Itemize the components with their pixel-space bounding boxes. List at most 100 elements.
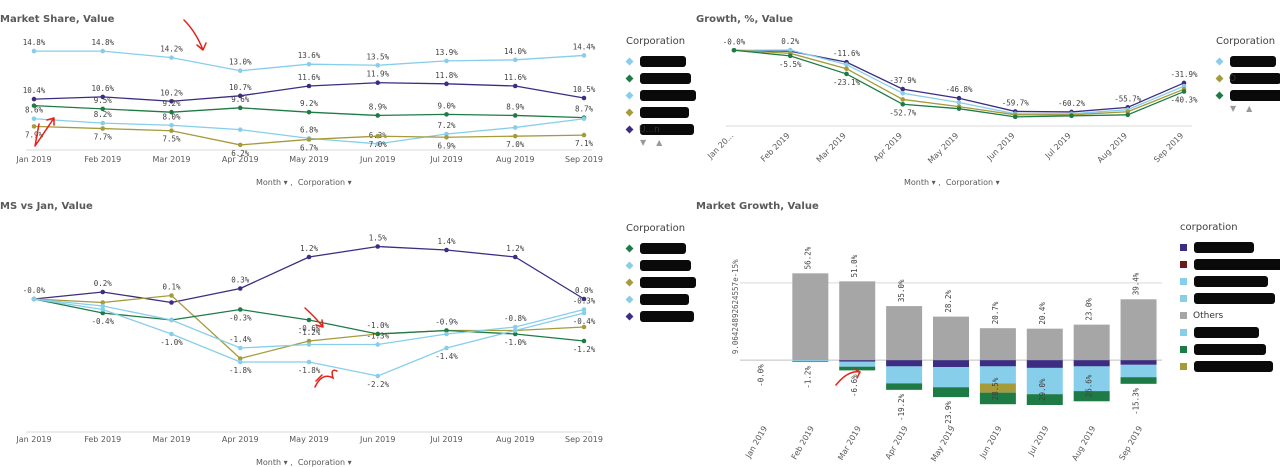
data-point	[169, 300, 174, 305]
data-label: 7.7%	[94, 133, 113, 142]
legend-item[interactable]: O	[1215, 70, 1280, 87]
data-label: 1.4%	[437, 237, 456, 246]
market-growth-chart[interactable]: 9.06424892624557e-15% -0.0% Jan 2019 56.2% -…	[700, 222, 1176, 464]
month-dropdown[interactable]: Month	[256, 458, 282, 467]
legend-title: corporation	[1180, 222, 1238, 233]
chevron-down-icon[interactable]: ▾	[283, 178, 288, 187]
chevron-down-icon[interactable]: ▾	[347, 178, 352, 187]
data-label: 6.8%	[300, 125, 319, 134]
data-label: 11.6%	[298, 73, 321, 82]
data-point	[1181, 80, 1187, 86]
data-point	[375, 80, 381, 86]
data-label-total: -0.0%	[756, 364, 765, 387]
corporation-dropdown[interactable]: Corporation	[945, 178, 994, 187]
legend-item[interactable]	[625, 53, 696, 70]
legend-item[interactable]	[1215, 87, 1280, 104]
ms-vs-jan-controls[interactable]: Month ▾ , Corporation ▾	[256, 458, 352, 467]
legend-title: Corporation	[626, 36, 686, 47]
chevron-down-icon[interactable]: ▾	[995, 178, 1000, 187]
data-point	[100, 289, 106, 295]
data-label: -59.7%	[1002, 98, 1030, 107]
data-point	[237, 286, 243, 291]
x-tick-label: Mar 2019	[153, 155, 191, 164]
legend-item[interactable]	[1180, 239, 1280, 256]
legend-scroll-arrows[interactable]: ▼▲	[640, 138, 673, 147]
data-label-others: 39.4%	[1132, 272, 1141, 295]
data-point	[237, 105, 243, 111]
data-label: 13.0%	[229, 58, 252, 67]
legend-item[interactable]	[625, 291, 696, 308]
growth-controls[interactable]: Month ▾ , Corporation ▾	[904, 178, 1000, 187]
corporation-dropdown[interactable]: Corporation	[297, 458, 346, 467]
chevron-down-icon[interactable]: ▾	[347, 458, 352, 467]
growth-chart[interactable]: Jan 20... Feb 2019 Mar 2019 Apr 2019 May 201…	[700, 30, 1210, 170]
legend-item[interactable]	[625, 70, 696, 87]
x-tick-label: Apr 2019	[222, 435, 259, 444]
legend-item[interactable]	[1180, 256, 1280, 273]
data-point	[375, 113, 381, 118]
data-label: 0.0%	[575, 286, 594, 295]
data-label: 14.8%	[23, 38, 46, 47]
ms-vs-jan-chart[interactable]: Jan 2019 Feb 2019 Mar 2019 Apr 2019 May 2019…	[0, 222, 612, 450]
bar-others	[1026, 328, 1063, 361]
data-label: -0.4%	[91, 317, 114, 326]
legend-item[interactable]	[1180, 324, 1280, 341]
data-point	[581, 307, 587, 312]
data-label: 11.6%	[504, 73, 527, 82]
data-point	[306, 342, 312, 347]
data-label: 14.8%	[91, 38, 114, 47]
redaction-scribble	[1194, 242, 1254, 253]
bar-segment	[979, 360, 1016, 367]
legend-market-share[interactable]: Corporation U...n ▼▲	[625, 36, 696, 147]
redaction-scribble	[1194, 293, 1275, 304]
data-point	[375, 141, 381, 147]
legend-item[interactable]: U...n	[625, 121, 696, 138]
market-share-chart[interactable]: Jan 2019 Feb 2019 Mar 2019 Apr 2019 May 2019…	[0, 30, 612, 170]
legend-item[interactable]	[1180, 273, 1280, 290]
month-dropdown[interactable]: Month	[256, 178, 282, 187]
legend-item[interactable]	[1180, 290, 1280, 307]
chevron-down-icon[interactable]: ▾	[931, 178, 936, 187]
legend-growth[interactable]: Corporation O ▼▲	[1215, 36, 1280, 113]
chevron-down-icon[interactable]: ▾	[283, 458, 288, 467]
data-point	[900, 91, 906, 96]
data-label: 8.9%	[506, 102, 525, 111]
legend-label: U...n	[639, 124, 660, 135]
data-label: 1.5%	[369, 234, 388, 243]
month-dropdown[interactable]: Month	[904, 178, 930, 187]
data-label: 0.3%	[231, 276, 250, 285]
legend-item[interactable]: Others	[1180, 307, 1280, 324]
x-tick-label: Jan 2019	[15, 155, 51, 164]
x-tick-label: Aug 2019	[496, 435, 535, 444]
legend-market-growth[interactable]: corporation Others	[1180, 222, 1280, 375]
corporation-dropdown[interactable]: Corporation	[297, 178, 346, 187]
data-label: -52.7%	[889, 108, 917, 117]
legend-scroll-arrows[interactable]: ▼▲	[1230, 104, 1263, 113]
data-label-others: 23.0%	[1085, 298, 1094, 321]
legend-item[interactable]	[625, 308, 696, 325]
market-share-controls[interactable]: Month ▾ , Corporation ▾	[256, 178, 352, 187]
redaction-scribble	[640, 73, 691, 84]
redaction-scribble	[1230, 56, 1276, 67]
legend-item[interactable]	[625, 87, 696, 104]
data-point	[512, 324, 518, 330]
legend-item[interactable]	[1180, 358, 1280, 375]
legend-item[interactable]	[625, 104, 696, 121]
legend-item[interactable]	[1215, 53, 1280, 70]
data-point	[581, 338, 587, 344]
data-point	[375, 62, 381, 68]
bar-others	[792, 273, 829, 361]
data-label: -0.6%	[298, 324, 321, 333]
data-label-others: 51.0%	[850, 254, 859, 277]
chart-title-ms-vs-jan: MS vs Jan, Value	[0, 201, 93, 212]
data-point	[100, 300, 106, 305]
data-label-others: 35.0%	[897, 279, 906, 302]
legend-item[interactable]	[625, 274, 696, 291]
legend-item[interactable]	[625, 257, 696, 274]
data-point	[787, 53, 793, 59]
legend-item[interactable]	[1180, 341, 1280, 358]
bar-segment	[1073, 366, 1110, 392]
data-point	[169, 128, 174, 134]
legend-item[interactable]	[625, 240, 696, 257]
legend-ms-vs-jan[interactable]: Corporation	[625, 223, 696, 325]
